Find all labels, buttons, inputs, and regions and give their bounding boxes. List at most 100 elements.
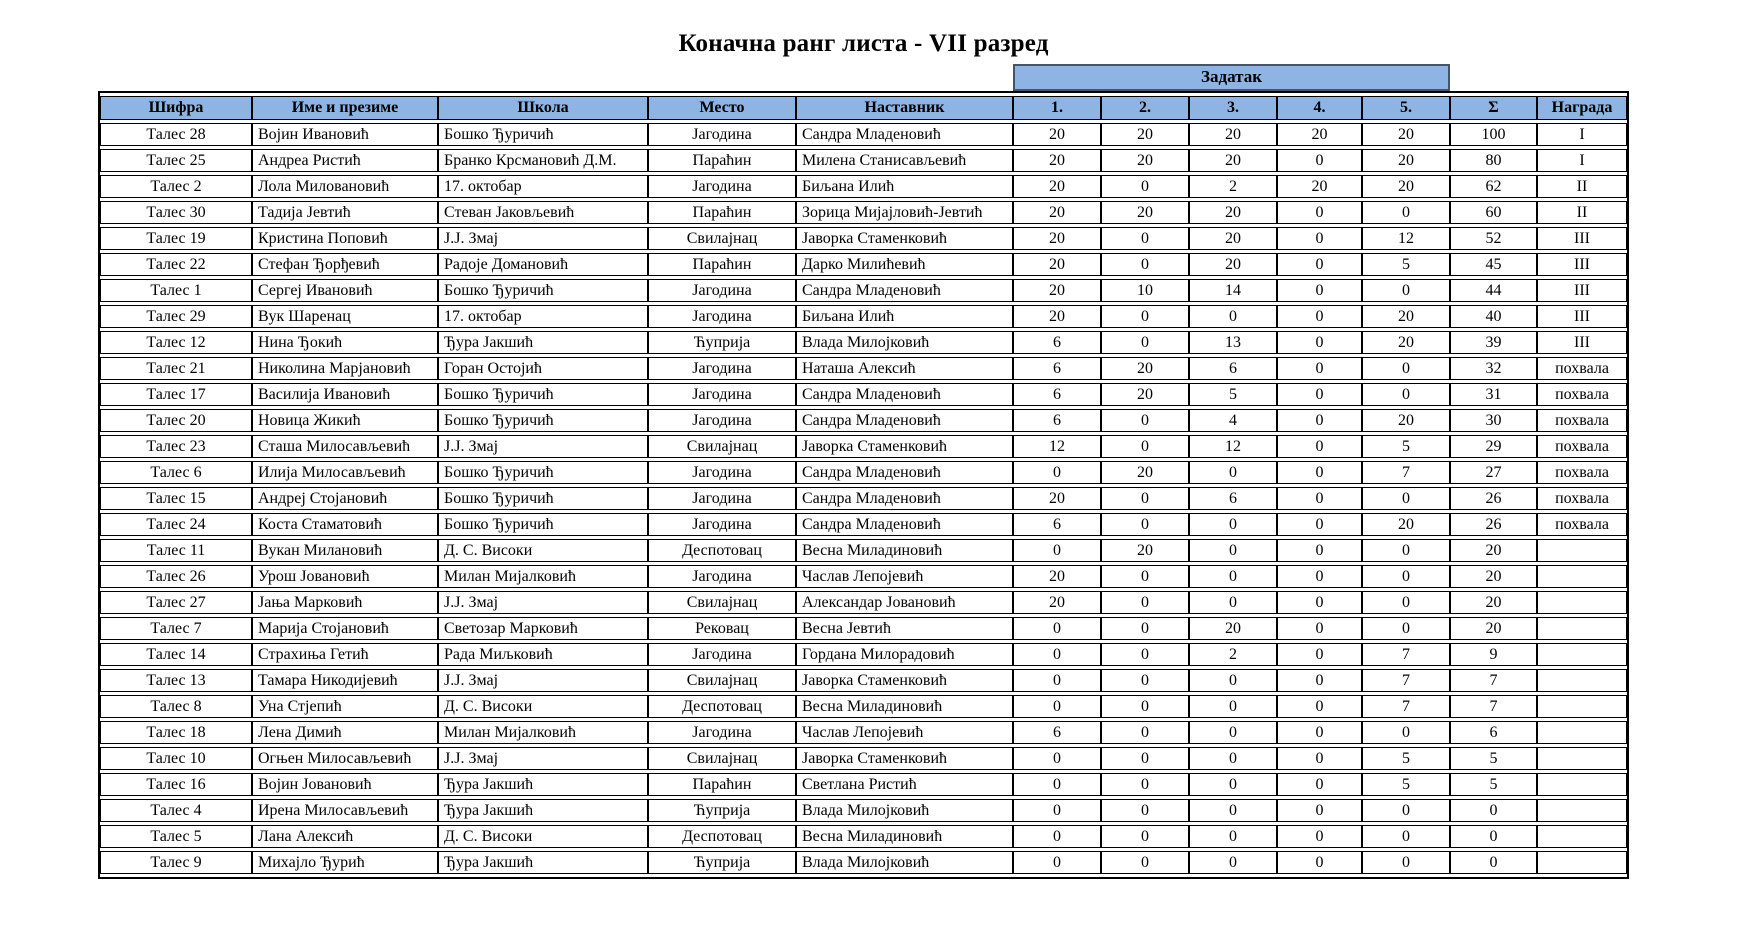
- cell-teacher: Весна Миладиновић: [796, 695, 1013, 718]
- cell-code: Талес 6: [100, 461, 252, 484]
- cell-score-3: 0: [1189, 825, 1277, 848]
- cell-award: [1537, 617, 1627, 640]
- ranking-sheet: Коначна ранг листа - VII разред Задатак …: [98, 0, 1629, 879]
- cell-score-1: 0: [1013, 799, 1101, 822]
- cell-school: Ј.Ј. Змај: [438, 435, 648, 458]
- cell-score-5: 0: [1362, 799, 1450, 822]
- cell-score-4: 0: [1277, 617, 1362, 640]
- cell-score-3: 0: [1189, 695, 1277, 718]
- cell-total: 62: [1450, 175, 1537, 198]
- cell-total: 27: [1450, 461, 1537, 484]
- col-header-task-1: 1.: [1013, 96, 1101, 120]
- cell-award: [1537, 799, 1627, 822]
- cell-name: Лана Алексић: [252, 825, 438, 848]
- cell-score-2: 20: [1101, 357, 1189, 380]
- cell-school: Ђура Јакшић: [438, 331, 648, 354]
- cell-total: 31: [1450, 383, 1537, 406]
- table-row: Талес 2 Лола Миловановић 17. октобар Јаг…: [100, 175, 1627, 198]
- cell-teacher: Влада Милојковић: [796, 331, 1013, 354]
- cell-name: Уна Стјепић: [252, 695, 438, 718]
- cell-name: Војин Ивановић: [252, 123, 438, 146]
- cell-name: Вук Шаренац: [252, 305, 438, 328]
- cell-score-2: 0: [1101, 435, 1189, 458]
- cell-total: 100: [1450, 123, 1537, 146]
- cell-award: [1537, 643, 1627, 666]
- cell-place: Параћин: [648, 773, 796, 796]
- cell-score-2: 20: [1101, 149, 1189, 172]
- results-table-body: Талес 28 Војин Ивановић Бошко Ђуричић Ја…: [100, 123, 1627, 874]
- cell-score-3: 0: [1189, 851, 1277, 874]
- cell-score-2: 0: [1101, 825, 1189, 848]
- cell-score-2: 0: [1101, 851, 1189, 874]
- table-row: Талес 8 Уна Стјепић Д. С. Високи Деспото…: [100, 695, 1627, 718]
- cell-score-2: 20: [1101, 123, 1189, 146]
- cell-score-5: 5: [1362, 773, 1450, 796]
- cell-total: 7: [1450, 695, 1537, 718]
- table-row: Талес 6 Илија Милосављевић Бошко Ђуричић…: [100, 461, 1627, 484]
- col-header-code: Шифра: [100, 96, 252, 120]
- table-row: Талес 24 Коста Стаматовић Бошко Ђуричић …: [100, 513, 1627, 536]
- cell-score-4: 0: [1277, 487, 1362, 510]
- cell-teacher: Јаворка Стаменковић: [796, 227, 1013, 250]
- cell-award: [1537, 773, 1627, 796]
- cell-score-1: 6: [1013, 513, 1101, 536]
- cell-total: 9: [1450, 643, 1537, 666]
- table-row: Талес 5 Лана Алексић Д. С. Високи Деспот…: [100, 825, 1627, 848]
- cell-total: 6: [1450, 721, 1537, 744]
- cell-score-3: 0: [1189, 513, 1277, 536]
- cell-award: [1537, 695, 1627, 718]
- cell-teacher: Сандра Младеновић: [796, 409, 1013, 432]
- table-row: Талес 27 Јања Марковић Ј.Ј. Змај Свилајн…: [100, 591, 1627, 614]
- cell-total: 20: [1450, 565, 1537, 588]
- cell-code: Талес 30: [100, 201, 252, 224]
- cell-school: Ј.Ј. Змај: [438, 747, 648, 770]
- cell-name: Новица Жикић: [252, 409, 438, 432]
- cell-name: Нина Ђокић: [252, 331, 438, 354]
- cell-score-5: 0: [1362, 851, 1450, 874]
- cell-score-1: 20: [1013, 279, 1101, 302]
- cell-score-2: 0: [1101, 513, 1189, 536]
- cell-name: Урош Јовановић: [252, 565, 438, 588]
- cell-name: Василија Ивановић: [252, 383, 438, 406]
- cell-place: Параћин: [648, 253, 796, 276]
- cell-score-5: 0: [1362, 617, 1450, 640]
- cell-score-5: 12: [1362, 227, 1450, 250]
- cell-teacher: Сандра Младеновић: [796, 279, 1013, 302]
- cell-school: Рада Миљковић: [438, 643, 648, 666]
- cell-school: Д. С. Високи: [438, 539, 648, 562]
- cell-score-2: 0: [1101, 617, 1189, 640]
- cell-score-5: 0: [1362, 201, 1450, 224]
- cell-place: Параћин: [648, 149, 796, 172]
- cell-score-4: 0: [1277, 149, 1362, 172]
- cell-score-4: 0: [1277, 357, 1362, 380]
- cell-score-4: 0: [1277, 851, 1362, 874]
- header-row: Шифра Име и презиме Школа Место Наставни…: [100, 96, 1627, 120]
- cell-code: Талес 5: [100, 825, 252, 848]
- table-row: Талес 4 Ирена Милосављевић Ђура Јакшић Ћ…: [100, 799, 1627, 822]
- cell-score-1: 6: [1013, 331, 1101, 354]
- cell-score-3: 0: [1189, 773, 1277, 796]
- cell-score-1: 6: [1013, 383, 1101, 406]
- cell-name: Тамара Никодијевић: [252, 669, 438, 692]
- cell-score-3: 0: [1189, 591, 1277, 614]
- cell-place: Ћуприја: [648, 799, 796, 822]
- table-row: Талес 28 Војин Ивановић Бошко Ђуричић Ја…: [100, 123, 1627, 146]
- cell-score-4: 0: [1277, 253, 1362, 276]
- cell-teacher: Зорица Мијајловић-Јевтић: [796, 201, 1013, 224]
- cell-name: Јања Марковић: [252, 591, 438, 614]
- cell-score-4: 0: [1277, 461, 1362, 484]
- cell-score-3: 4: [1189, 409, 1277, 432]
- cell-school: Бошко Ђуричић: [438, 461, 648, 484]
- cell-score-1: 20: [1013, 487, 1101, 510]
- cell-score-3: 0: [1189, 721, 1277, 744]
- cell-teacher: Весна Миладиновић: [796, 825, 1013, 848]
- cell-code: Талес 24: [100, 513, 252, 536]
- cell-score-4: 0: [1277, 773, 1362, 796]
- cell-award: I: [1537, 123, 1627, 146]
- cell-score-5: 20: [1362, 409, 1450, 432]
- table-row: Талес 12 Нина Ђокић Ђура Јакшић Ћуприја …: [100, 331, 1627, 354]
- cell-score-1: 0: [1013, 617, 1101, 640]
- cell-name: Лена Димић: [252, 721, 438, 744]
- cell-name: Стефан Ђорђевић: [252, 253, 438, 276]
- cell-total: 26: [1450, 487, 1537, 510]
